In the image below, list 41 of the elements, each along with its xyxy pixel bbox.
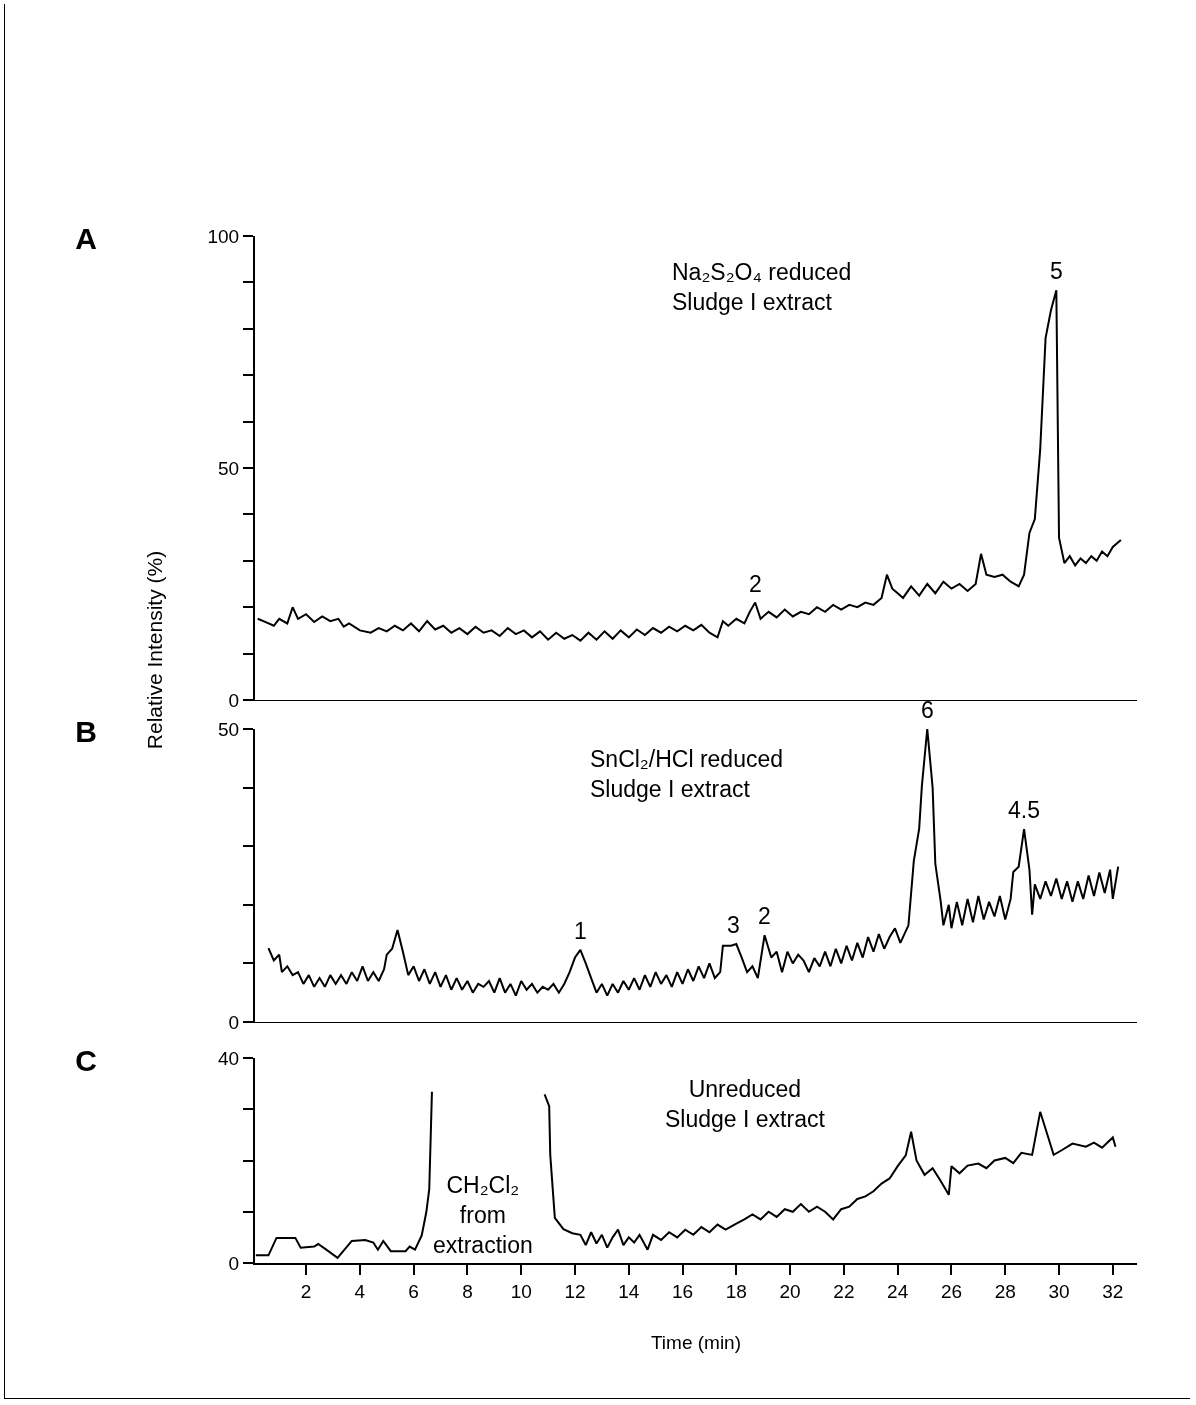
line-series (267, 729, 1120, 997)
x-tick-label: 18 (725, 1280, 747, 1302)
x-tick-label: 16 (671, 1280, 694, 1302)
y-tick-label: 0 (228, 1252, 240, 1274)
line-series (256, 289, 1122, 642)
x-tick-label: 28 (994, 1280, 1016, 1302)
chart-title: A (75, 221, 98, 255)
y-tick-label: 100 (207, 225, 240, 247)
annotation: 1 (574, 918, 587, 944)
y-tick-label: 0 (228, 689, 240, 711)
x-tick-label: 32 (1102, 1280, 1124, 1302)
x-tick-label: 10 (510, 1280, 532, 1302)
annotation: CH₂Cl₂ from extraction (433, 1172, 533, 1258)
annotation: 2 (758, 903, 771, 929)
x-tick-label: 2 (300, 1280, 312, 1302)
chart-title: C (75, 1043, 98, 1077)
y-axis-title: Relative Intensity (%) (143, 550, 167, 750)
chart-title: B (75, 714, 98, 748)
annotation: 3 (727, 912, 740, 938)
x-tick-label: 22 (833, 1280, 855, 1302)
y-tick-label: 40 (218, 1047, 240, 1069)
x-tick-label: 20 (779, 1280, 801, 1302)
x-tick-label: 30 (1048, 1280, 1070, 1302)
annotation: Na₂S₂O₄ reduced Sludge I extract (672, 259, 852, 315)
x-tick-label: 26 (940, 1280, 963, 1302)
x-tick-label: 12 (564, 1280, 586, 1302)
annotation: 6 (921, 697, 934, 723)
annotation: Unreduced Sludge I extract (665, 1076, 826, 1132)
x-tick-label: 6 (408, 1280, 419, 1302)
annotation: SnCl₂/HCl reduced Sludge I extract (590, 746, 784, 802)
x-tick-label: 4 (354, 1280, 366, 1302)
y-tick-label: 50 (218, 457, 240, 479)
annotation: 2 (749, 571, 762, 597)
y-tick-label: 50 (218, 718, 240, 740)
annotation: 4.5 (1008, 797, 1040, 823)
x-axis-title: Time (min) (650, 1332, 742, 1354)
x-tick-label: 24 (887, 1280, 909, 1302)
x-tick-label: 14 (618, 1280, 640, 1302)
annotation: 5 (1050, 258, 1063, 284)
y-tick-label: 0 (228, 1011, 240, 1033)
x-tick-label: 8 (462, 1280, 473, 1302)
